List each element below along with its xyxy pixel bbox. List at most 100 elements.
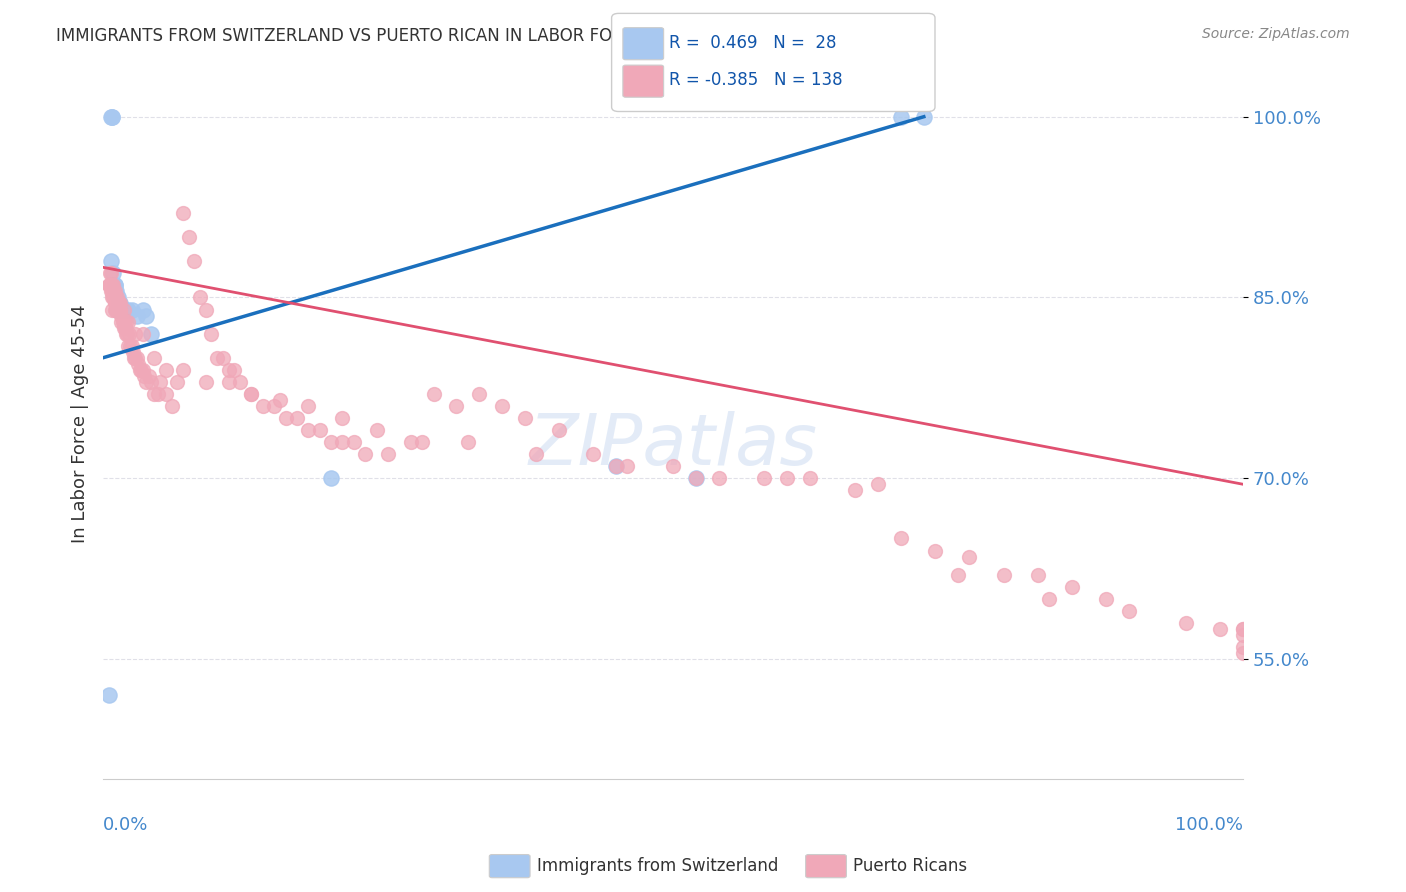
Point [110, 302, 132, 317]
Point [132, 363, 155, 377]
Point [146, 387, 169, 401]
Point [205, 351, 228, 365]
Point [127, 357, 149, 371]
Point [308, 423, 330, 437]
Point [103, 266, 125, 280]
Point [754, 471, 776, 485]
Point [194, 375, 217, 389]
Point [105, 290, 128, 304]
Point [114, 320, 136, 334]
Point [127, 351, 149, 365]
Point [616, 459, 638, 474]
Point [160, 399, 183, 413]
Point [662, 459, 685, 474]
Point [108, 296, 131, 310]
Point [103, 278, 125, 293]
Text: 0.0%: 0.0% [103, 815, 149, 834]
Point [211, 351, 233, 365]
Point [115, 302, 138, 317]
Point [107, 302, 129, 317]
Point [103, 290, 125, 304]
Point [112, 315, 135, 329]
Point [97, 278, 120, 293]
Point [155, 387, 177, 401]
Text: R = -0.385   N = 138: R = -0.385 N = 138 [669, 71, 842, 89]
Point [115, 326, 138, 341]
Point [1026, 567, 1049, 582]
Point [101, 110, 124, 124]
Point [101, 290, 124, 304]
Point [112, 302, 135, 317]
Point [97, 278, 120, 293]
Point [132, 302, 155, 317]
Point [120, 339, 142, 353]
Point [912, 110, 935, 124]
Point [468, 387, 491, 401]
Point [103, 296, 125, 310]
Point [117, 339, 139, 353]
Point [138, 368, 160, 383]
Point [1232, 628, 1254, 642]
Point [1232, 646, 1254, 660]
Point [105, 302, 128, 317]
Point [411, 435, 433, 450]
Point [124, 326, 146, 341]
Point [103, 302, 125, 317]
Point [122, 351, 145, 365]
Point [135, 309, 157, 323]
Point [100, 254, 122, 268]
Point [110, 309, 132, 323]
Point [183, 254, 205, 268]
Point [103, 285, 125, 299]
Point [343, 435, 366, 450]
Point [1038, 591, 1060, 606]
Point [121, 302, 143, 317]
Point [890, 110, 912, 124]
Point [188, 290, 211, 304]
Point [121, 339, 143, 353]
Point [127, 309, 149, 323]
Point [422, 387, 444, 401]
Point [166, 375, 188, 389]
Point [252, 399, 274, 413]
Point [685, 471, 707, 485]
Point [377, 447, 399, 461]
Point [118, 326, 141, 341]
Point [101, 285, 124, 299]
Text: Immigrants from Switzerland: Immigrants from Switzerland [537, 857, 779, 875]
Point [1232, 640, 1254, 654]
Point [149, 375, 172, 389]
Point [103, 278, 125, 293]
Point [112, 320, 135, 334]
Point [100, 110, 122, 124]
Point [104, 285, 127, 299]
Point [121, 344, 143, 359]
Point [115, 326, 138, 341]
Point [97, 688, 120, 702]
Point [139, 326, 162, 341]
Point [132, 326, 155, 341]
Point [946, 567, 969, 582]
Point [1118, 604, 1140, 618]
Point [107, 296, 129, 310]
Point [366, 423, 388, 437]
Point [129, 363, 152, 377]
Point [1060, 580, 1083, 594]
Y-axis label: In Labor Force | Age 45-54: In Labor Force | Age 45-54 [72, 305, 89, 543]
Text: IMMIGRANTS FROM SWITZERLAND VS PUERTO RICAN IN LABOR FORCE | AGE 45-54 CORRELATI: IMMIGRANTS FROM SWITZERLAND VS PUERTO RI… [56, 27, 934, 45]
Point [799, 471, 821, 485]
Point [117, 315, 139, 329]
Point [103, 285, 125, 299]
Point [685, 471, 707, 485]
Point [1232, 622, 1254, 636]
Point [582, 447, 605, 461]
Point [319, 471, 342, 485]
Point [103, 278, 125, 293]
Point [143, 387, 166, 401]
Point [100, 285, 122, 299]
Point [240, 387, 263, 401]
Point [112, 302, 135, 317]
Point [890, 532, 912, 546]
Point [172, 206, 194, 220]
Point [143, 351, 166, 365]
